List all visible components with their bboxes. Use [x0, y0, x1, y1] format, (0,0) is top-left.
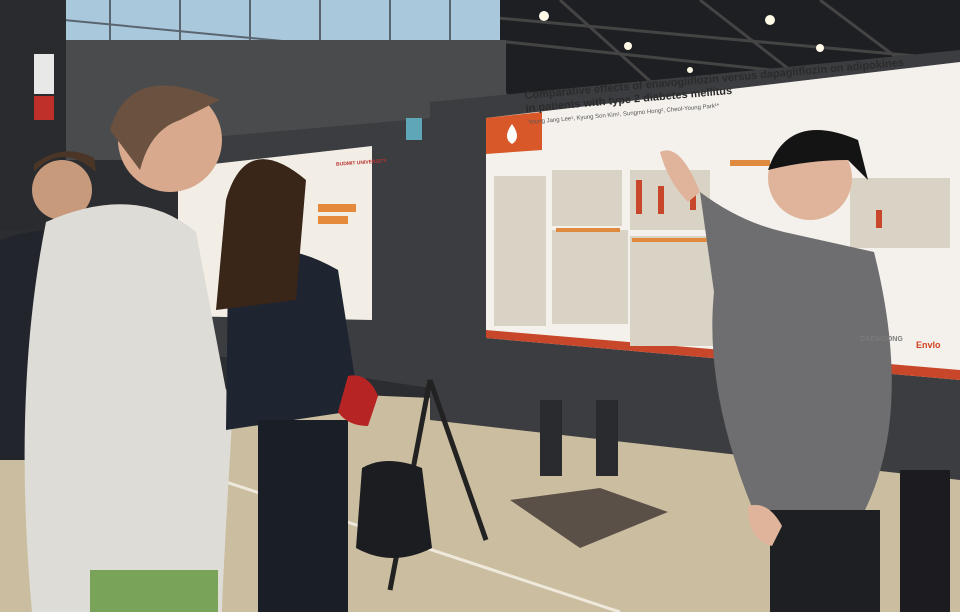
legs-bg — [540, 400, 562, 476]
floor-grate — [510, 488, 668, 548]
backpack — [356, 461, 432, 558]
person-left — [24, 204, 233, 612]
person-presenter — [700, 192, 892, 512]
board-tag — [406, 118, 422, 140]
sign-red — [34, 96, 54, 120]
sponsor-logo-envlo: Envlo — [916, 340, 941, 350]
sponsor-logo-daewoong: DAEWOONG — [860, 336, 903, 343]
sign — [34, 54, 54, 94]
person-far-left — [32, 160, 92, 220]
